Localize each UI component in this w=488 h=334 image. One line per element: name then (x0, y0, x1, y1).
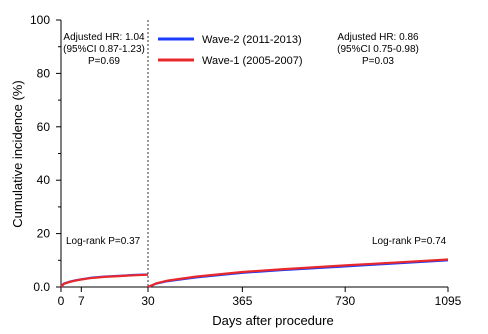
legend: Wave-2 (2011-2013) Wave-1 (2005-2007) (158, 34, 302, 67)
right-logrank: Log-rank P=0.74 (372, 236, 447, 247)
left-logrank: Log-rank P=0.37 (66, 236, 141, 247)
right-p-line: P=0.03 (362, 56, 394, 67)
y-tick-label: 80 (37, 66, 51, 80)
legend-label-wave-2: Wave-2 (2011-2013) (202, 34, 302, 46)
series-layer (60, 258, 449, 289)
x-tick-label: 730 (335, 294, 355, 308)
series-line-wave-1-segment-1 (60, 273, 149, 288)
y-tick-label: 100 (30, 13, 50, 27)
right-annotation: Adjusted HR: 0.86 (95%CI 0.75-0.98) P=0.… (337, 32, 447, 247)
x-tick-label: 30 (141, 294, 155, 308)
y-axis-title: Cumulative incidence (%) (10, 80, 25, 227)
x-axis-title: Days after procedure (212, 313, 333, 328)
left-p-line: P=0.69 (88, 56, 120, 67)
y-tick-label: 20 (37, 227, 51, 241)
y-tick-label: 40 (37, 173, 51, 187)
right-ci-line: (95%CI 0.75-0.98) (337, 44, 419, 55)
x-tick-label: 0 (58, 294, 65, 308)
left-ci-line: (95%CI 0.87-1.23) (63, 44, 145, 55)
right-hr-line: Adjusted HR: 0.86 (337, 32, 419, 43)
y-tick-label: 60 (37, 120, 51, 134)
x-tick-label: 1095 (435, 294, 462, 308)
legend-label-wave-1: Wave-1 (2005-2007) (202, 55, 302, 67)
y-tick-label: 0.0 (33, 280, 50, 294)
left-hr-line: Adjusted HR: 1.04 (63, 32, 145, 43)
x-tick-label: 7 (78, 294, 85, 308)
left-annotation: Adjusted HR: 1.04 (95%CI 0.87-1.23) P=0.… (63, 32, 145, 247)
y-axis-ticks: 0.0 20 40 60 80 100 (30, 13, 61, 294)
x-axis-ticks: 0 7 30 365 730 1095 (58, 287, 462, 308)
series-line-wave-1-segment-2 (147, 258, 449, 289)
series-line-wave-2-segment-2 (147, 259, 449, 289)
x-tick-label: 365 (232, 294, 252, 308)
